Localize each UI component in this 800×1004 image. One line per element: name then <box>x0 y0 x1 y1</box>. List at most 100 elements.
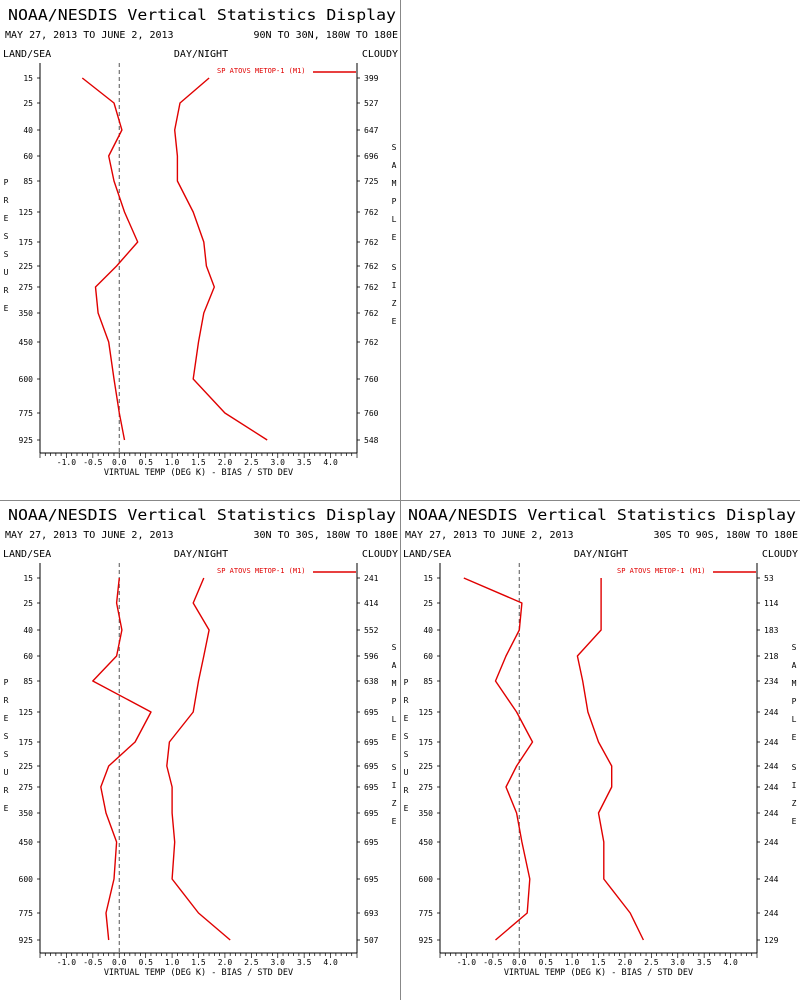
panel-divider-horizontal <box>0 500 800 501</box>
sample-size-label: 695 <box>364 762 379 771</box>
x-tick-label: -0.5 <box>83 958 102 967</box>
sample-size-label: 695 <box>364 809 379 818</box>
y-axis-label-char: S <box>404 750 409 759</box>
sample-size-label: 762 <box>364 283 379 292</box>
pressure-level-label: 775 <box>419 909 434 918</box>
x-tick-label: 3.0 <box>671 958 686 967</box>
y-axis-label-char: E <box>4 714 9 723</box>
sample-size-label: 695 <box>364 783 379 792</box>
pressure-level-label: 15 <box>23 74 33 83</box>
sample-size-label: 760 <box>364 409 379 418</box>
y-axis-label-char: S <box>4 232 9 241</box>
sample-size-label: 762 <box>364 262 379 271</box>
panel-empty <box>400 0 800 500</box>
sample-size-label: 762 <box>364 309 379 318</box>
y2-axis-label-char: A <box>792 661 797 670</box>
pressure-level-label: 225 <box>419 762 434 771</box>
y2-axis-label-char: E <box>392 733 397 742</box>
y2-axis-label-char: S <box>392 143 397 152</box>
y2-axis-label-char: E <box>392 817 397 826</box>
x-tick-label: 2.0 <box>218 458 233 467</box>
sample-size-label: 693 <box>364 909 379 918</box>
x-tick-label: 4.0 <box>723 958 738 967</box>
x-tick-label: 1.5 <box>591 958 606 967</box>
series-line-bias <box>92 577 152 941</box>
y-axis-label-char: E <box>4 304 9 313</box>
sample-size-label: 244 <box>764 809 779 818</box>
sample-size-label: 695 <box>364 738 379 747</box>
y-axis-label-char: U <box>404 768 409 777</box>
sample-size-label: 244 <box>764 738 779 747</box>
sample-size-label: 244 <box>764 783 779 792</box>
sample-size-label: 638 <box>364 677 379 686</box>
sample-size-label: 241 <box>364 574 379 583</box>
x-tick-label: 0.0 <box>112 458 127 467</box>
pressure-level-label: 275 <box>19 783 34 792</box>
x-tick-label: 3.5 <box>697 958 712 967</box>
x-tick-label: 3.0 <box>271 458 286 467</box>
y2-axis-label-char: E <box>392 317 397 326</box>
pressure-level-label: 175 <box>419 738 434 747</box>
x-tick-label: 1.5 <box>191 458 206 467</box>
pressure-level-label: 350 <box>19 309 34 318</box>
sample-size-label: 762 <box>364 338 379 347</box>
pressure-level-label: 40 <box>23 626 33 635</box>
y2-axis-label-char: E <box>792 733 797 742</box>
pressure-level-label: 60 <box>23 652 33 661</box>
pressure-level-label: 225 <box>19 762 34 771</box>
cloudy-label: CLOUDY <box>362 549 398 560</box>
x-tick-label: 0.0 <box>112 958 127 967</box>
sample-size-label: 244 <box>764 875 779 884</box>
sample-size-label: 762 <box>364 208 379 217</box>
y-axis-label-char: R <box>4 286 9 295</box>
y2-axis-label-char: I <box>392 281 397 290</box>
pressure-level-label: 775 <box>19 909 34 918</box>
pressure-level-label: 450 <box>419 838 434 847</box>
pressure-level-label: 600 <box>19 375 34 384</box>
pressure-level-label: 25 <box>23 99 33 108</box>
day-night-label: DAY/NIGHT <box>574 549 628 560</box>
day-night-label: DAY/NIGHT <box>174 49 228 60</box>
y2-axis-label-char: Z <box>392 299 397 308</box>
y-axis-label-char: E <box>4 804 9 813</box>
sample-size-label: 244 <box>764 762 779 771</box>
x-tick-label: -0.5 <box>483 958 502 967</box>
region-label: 90N TO 30N, 180W TO 180E <box>254 30 399 41</box>
series-line-std-dev <box>576 578 645 941</box>
panel-tropics: NOAA/NESDIS Vertical Statistics Display M… <box>0 500 400 1000</box>
date-range: MAY 27, 2013 TO JUNE 2, 2013 <box>5 30 174 41</box>
y-axis-label-char: S <box>4 250 9 259</box>
pressure-level-label: 600 <box>19 875 34 884</box>
region-label: 30S TO 90S, 180W TO 180E <box>654 530 799 541</box>
x-tick-label: -1.0 <box>57 958 76 967</box>
pressure-level-label: 925 <box>19 436 34 445</box>
pressure-level-label: 350 <box>419 809 434 818</box>
pressure-level-label: 15 <box>423 574 433 583</box>
series-line-std-dev <box>173 77 268 441</box>
sample-size-label: 234 <box>764 677 779 686</box>
x-tick-label: 0.5 <box>138 458 153 467</box>
date-range: MAY 27, 2013 TO JUNE 2, 2013 <box>405 530 574 541</box>
sample-size-label: 527 <box>364 99 379 108</box>
sample-size-label: 414 <box>364 599 379 608</box>
y-axis-label-char: R <box>404 696 409 705</box>
x-tick-label: 2.5 <box>244 958 259 967</box>
x-tick-label: 3.5 <box>297 458 312 467</box>
pressure-level-label: 350 <box>19 809 34 818</box>
y-axis-label-char: R <box>4 786 9 795</box>
series-line-bias <box>463 577 534 941</box>
y2-axis-label-char: M <box>392 679 397 688</box>
pressure-level-label: 775 <box>19 409 34 418</box>
x-tick-label: 0.5 <box>138 958 153 967</box>
y2-axis-label-char: I <box>792 781 797 790</box>
pressure-level-label: 175 <box>19 238 34 247</box>
y2-axis-label-char: M <box>392 179 397 188</box>
pressure-level-label: 925 <box>419 936 434 945</box>
y2-axis-label-char: Z <box>392 799 397 808</box>
y-axis-label-char: P <box>4 178 9 187</box>
x-tick-label: -0.5 <box>83 458 102 467</box>
x-tick-label: 1.0 <box>165 458 180 467</box>
